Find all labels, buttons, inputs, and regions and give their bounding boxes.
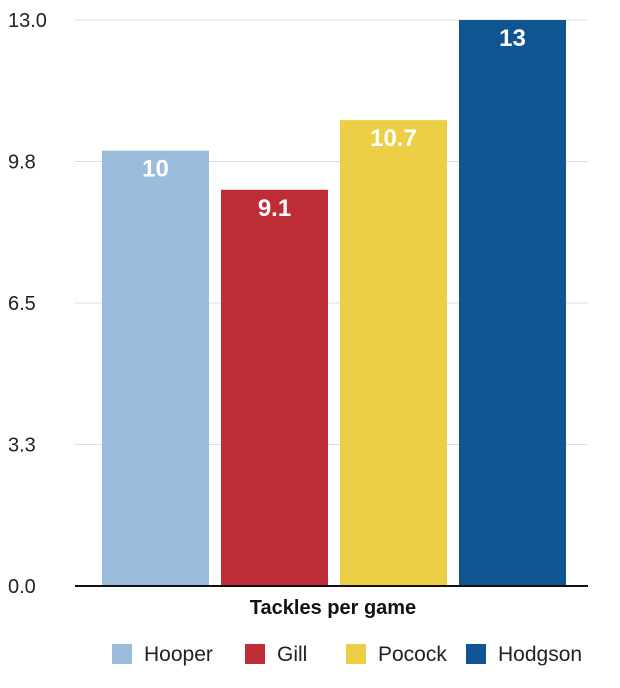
y-tick-label: 13.0 [8,10,47,32]
y-tick-label: 0.0 [8,576,36,598]
bar-gill [221,189,328,587]
bar-pocock [340,120,447,586]
data-labels: 10 9.1 10.7 13 [142,25,526,222]
legend-label-gill: Gill [277,643,307,666]
legend-label-hodgson: Hodgson [498,643,582,666]
legend-swatch-hooper [112,644,132,664]
legend-swatch-pocock [346,644,366,664]
legend: Hooper Gill Pocock Hodgson [112,643,582,666]
legend-swatch-hodgson [466,644,486,664]
legend-swatch-gill [245,644,265,664]
x-axis-label: Tackles per game [250,597,416,619]
bars [102,20,566,587]
legend-label-pocock: Pocock [378,643,447,666]
y-tick-label: 6.5 [8,293,36,315]
legend-label-hooper: Hooper [144,643,213,666]
y-tick-label: 9.8 [8,152,36,174]
y-tick-label: 3.3 [8,435,36,457]
data-label-gill: 9.1 [258,195,291,222]
data-label-hodgson: 13 [499,25,526,52]
data-label-pocock: 10.7 [370,125,417,152]
data-label-hooper: 10 [142,156,169,183]
y-axis-ticks: 0.0 3.3 6.5 9.8 13.0 [8,10,47,598]
bar-hodgson [459,20,566,586]
bar-hooper [102,150,209,586]
